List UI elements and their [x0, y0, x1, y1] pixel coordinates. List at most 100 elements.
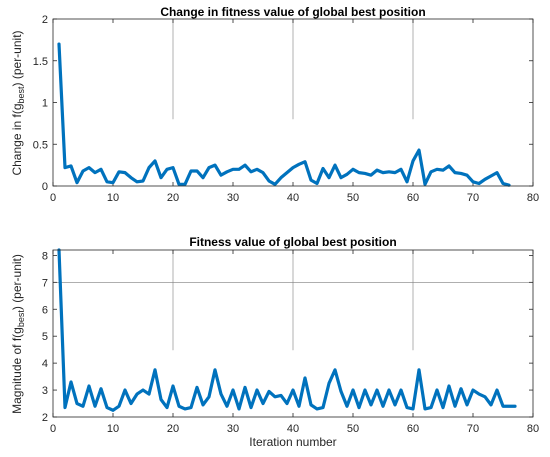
data-point: [339, 176, 343, 179]
data-point: [165, 406, 169, 409]
top-chart-title: Change in fitness value of global best p…: [160, 5, 425, 19]
data-point: [207, 166, 211, 169]
data-point: [75, 181, 79, 184]
data-point: [489, 403, 493, 407]
data-point: [219, 392, 223, 396]
data-point: [465, 173, 469, 177]
data-point: [351, 388, 355, 392]
data-point: [177, 405, 181, 408]
data-point: [123, 388, 127, 392]
data-point: [201, 176, 205, 179]
bottom-chart-title: Fitness value of global best position: [189, 235, 396, 249]
data-point: [375, 168, 379, 172]
data-point: [495, 388, 499, 392]
data-point: [117, 170, 121, 174]
data-point: [399, 388, 403, 392]
y-tick-label: 1: [42, 98, 48, 110]
x-tick-label: 20: [167, 423, 179, 435]
top-y-axis-label: Change in f(gbest) (per-unit): [10, 30, 26, 175]
data-point: [447, 384, 451, 388]
data-point: [471, 388, 475, 392]
y-tick-label: 6: [42, 304, 48, 316]
bottom-panel: Fitness value of global best position 0 1…: [10, 235, 539, 449]
data-point: [309, 403, 313, 407]
data-point: [327, 382, 331, 385]
data-point: [237, 407, 241, 411]
data-point: [411, 159, 415, 163]
data-point: [99, 168, 103, 171]
data-point: [135, 392, 139, 396]
data-point: [285, 402, 289, 405]
x-tick-label: 30: [227, 423, 239, 435]
data-point: [255, 388, 259, 392]
data-point: [435, 388, 439, 392]
data-point: [219, 173, 223, 177]
data-point: [381, 171, 385, 174]
x-tick-label: 70: [467, 423, 479, 435]
data-point: [255, 168, 259, 171]
top-panel: Change in fitness value of global best p…: [10, 5, 539, 204]
data-point: [321, 406, 325, 409]
data-point: [465, 403, 469, 407]
x-tick-label: 10: [107, 192, 119, 204]
data-point: [273, 183, 277, 186]
data-point: [327, 176, 331, 179]
data-point: [213, 368, 217, 372]
data-point: [243, 386, 247, 389]
data-point: [267, 390, 271, 393]
data-point: [279, 176, 283, 179]
data-point: [111, 409, 115, 412]
data-point: [81, 405, 85, 408]
data-point: [291, 166, 295, 169]
x-tick-label: 50: [347, 192, 359, 204]
x-tick-label: 60: [407, 423, 419, 435]
data-point: [231, 168, 235, 171]
data-point: [279, 394, 283, 397]
data-point: [105, 180, 109, 184]
data-point: [111, 181, 115, 184]
data-point: [459, 387, 463, 390]
x-tick-label: 0: [50, 423, 56, 435]
data-point: [363, 172, 367, 175]
data-point: [147, 392, 151, 396]
y-tick-label: 2: [42, 412, 48, 424]
x-tick-label: 80: [527, 423, 539, 435]
data-point: [453, 171, 457, 174]
x-tick-label: 40: [287, 192, 299, 204]
data-point: [249, 406, 253, 409]
x-tick-label: 40: [287, 423, 299, 435]
y-tick-label: 0: [42, 181, 48, 193]
data-point: [483, 178, 487, 181]
data-point: [435, 168, 439, 171]
data-point: [213, 163, 217, 167]
data-point: [177, 183, 181, 186]
data-point: [243, 163, 247, 167]
data-point: [195, 386, 199, 389]
data-point: [93, 171, 97, 174]
x-tick-label: 60: [407, 192, 419, 204]
data-point: [87, 166, 91, 169]
data-point: [423, 183, 427, 186]
data-point: [351, 168, 355, 171]
data-point: [387, 170, 391, 174]
data-point: [93, 405, 97, 408]
data-point: [159, 176, 163, 179]
data-point: [459, 172, 463, 175]
data-point: [147, 166, 151, 169]
data-point: [171, 384, 175, 388]
data-point: [405, 406, 409, 409]
series-line: [57, 42, 511, 187]
data-point: [99, 387, 103, 390]
data-point: [321, 167, 325, 170]
data-point: [429, 170, 433, 174]
data-point: [285, 171, 289, 174]
top-grid: [172, 19, 414, 120]
data-point: [75, 402, 79, 405]
data-point: [189, 169, 193, 173]
data-point: [63, 406, 67, 409]
data-point: [399, 168, 403, 171]
data-point: [57, 42, 61, 46]
data-point: [303, 160, 307, 163]
data-point: [483, 395, 487, 398]
data-point: [291, 388, 295, 392]
